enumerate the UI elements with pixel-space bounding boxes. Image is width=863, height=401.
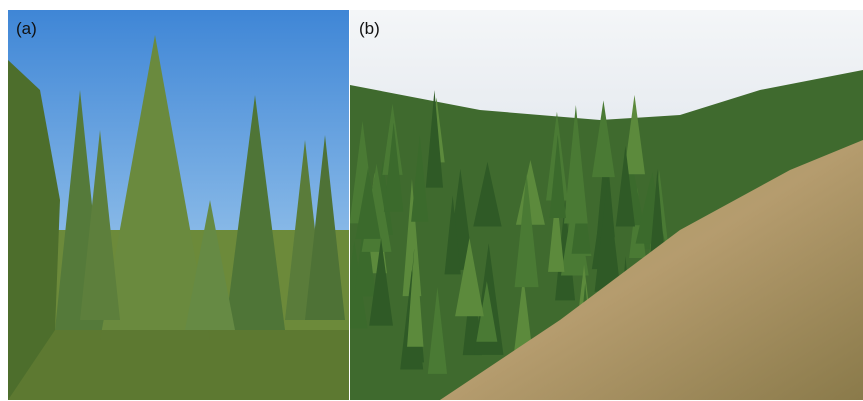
tree — [473, 161, 502, 227]
photo-b — [350, 10, 863, 400]
tree — [383, 122, 404, 212]
tree — [305, 135, 345, 320]
foreground-shrub — [8, 60, 60, 400]
tree — [594, 178, 621, 292]
tree — [425, 90, 444, 188]
tree — [563, 105, 588, 224]
tree — [225, 95, 285, 330]
tree — [615, 145, 636, 227]
tree — [514, 173, 539, 288]
tree — [407, 235, 424, 347]
undergrowth — [8, 330, 349, 400]
tree — [427, 287, 448, 374]
tree — [185, 200, 235, 330]
grassy-slope — [440, 140, 863, 400]
tree — [80, 130, 120, 320]
tree — [354, 210, 376, 297]
photo-a — [8, 10, 349, 400]
panel-label: (b) — [359, 19, 380, 38]
panel-label: (a) — [16, 19, 37, 38]
tree — [444, 195, 461, 275]
tree — [592, 100, 615, 178]
tree — [369, 238, 393, 326]
tree — [549, 134, 566, 219]
tree — [100, 35, 210, 340]
tree — [623, 94, 645, 175]
tree — [455, 237, 484, 317]
tree — [411, 134, 429, 222]
tree — [548, 191, 565, 272]
tree — [355, 167, 381, 239]
tree — [476, 281, 498, 342]
